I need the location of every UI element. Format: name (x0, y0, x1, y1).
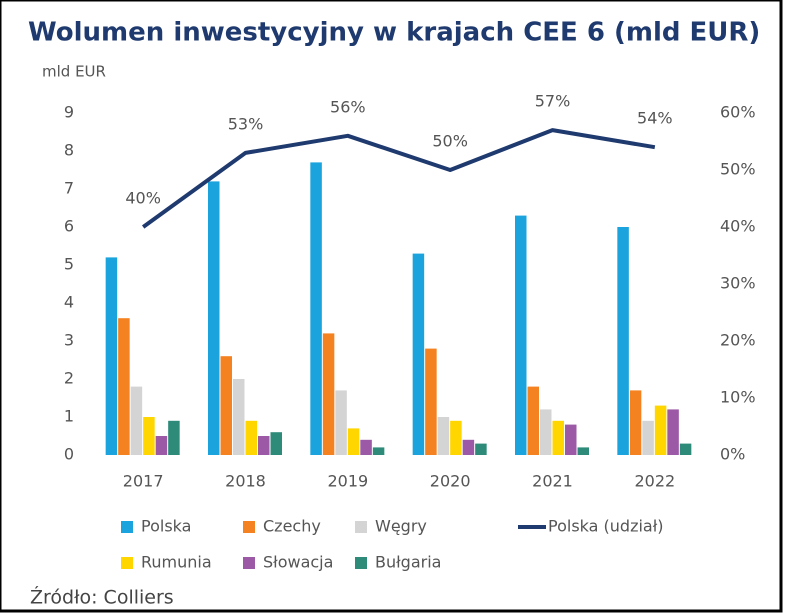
bar (437, 417, 450, 455)
legend-label: Słowacja (263, 553, 333, 572)
bar (360, 439, 372, 455)
bar (118, 318, 130, 455)
y-tick-label: 6 (64, 217, 74, 236)
bar (130, 386, 143, 455)
data-label: 53% (228, 114, 264, 133)
bar (105, 257, 118, 455)
x-tick-label: 2017 (123, 472, 164, 491)
data-label: 57% (535, 92, 571, 111)
y-tick-label: 4 (64, 293, 74, 312)
x-tick-label: 2020 (430, 472, 471, 491)
x-tick-label: 2022 (634, 472, 675, 491)
bar (258, 436, 270, 455)
x-tick-label: 2019 (327, 472, 368, 491)
bar (527, 386, 539, 455)
y-tick-label: 7 (64, 179, 74, 198)
bar (372, 447, 385, 455)
bar (540, 409, 552, 455)
bar (450, 420, 462, 455)
source: Źródło: Colliers (30, 586, 174, 609)
bar (220, 356, 232, 455)
legend-label: Bułgaria (375, 553, 441, 572)
y-tick-label: 8 (64, 141, 74, 160)
bar (667, 409, 679, 455)
bar (168, 420, 180, 455)
legend-swatch (121, 521, 133, 533)
legend-swatch (243, 557, 255, 569)
y2-tick-label: 20% (720, 331, 756, 350)
bar (654, 405, 667, 455)
bar (642, 420, 654, 455)
legend-label: Rumunia (141, 553, 212, 572)
bar (425, 348, 437, 455)
y2-tick-label: 60% (720, 103, 756, 122)
bar (679, 443, 692, 455)
legend-swatch (355, 557, 367, 569)
y-tick-label: 0 (64, 445, 74, 464)
y2-tick-label: 40% (720, 217, 756, 236)
x-tick-label: 2021 (532, 472, 573, 491)
bar (233, 379, 245, 455)
legend-swatch (355, 521, 367, 533)
y-axis-label: mld EUR (42, 63, 106, 81)
bar (617, 227, 629, 455)
y-tick-label: 9 (64, 103, 74, 122)
data-label: 50% (432, 132, 468, 151)
legend-swatch (243, 521, 255, 533)
y2-tick-label: 50% (720, 160, 756, 179)
y-tick-label: 5 (64, 255, 74, 274)
bar (552, 420, 564, 455)
y-tick-label: 3 (64, 331, 74, 350)
y2-tick-label: 30% (720, 274, 756, 293)
data-label: 40% (125, 189, 161, 208)
legend-label: Polska (141, 517, 191, 536)
data-label: 56% (330, 97, 366, 116)
y-tick-label: 1 (64, 407, 74, 426)
y2-tick-label: 0% (720, 445, 745, 464)
bar (143, 417, 155, 455)
legend-label: Czechy (263, 517, 321, 536)
data-label: 54% (637, 109, 673, 128)
bar (515, 215, 527, 455)
bar (208, 181, 220, 455)
bar (412, 253, 425, 455)
y2-tick-label: 10% (720, 388, 756, 407)
bar (347, 428, 360, 455)
bar (475, 443, 487, 455)
y-tick-label: 2 (64, 369, 74, 388)
x-tick-label: 2018 (225, 472, 266, 491)
bar (565, 424, 577, 455)
bar (462, 439, 475, 455)
bar (629, 390, 642, 455)
bar (270, 432, 282, 455)
bar (322, 333, 335, 455)
bar (310, 162, 322, 455)
line (141, 128, 656, 229)
legend-swatch (121, 557, 133, 569)
chart-title: Wolumen inwestycyjny w krajach CEE 6 (ml… (28, 18, 760, 48)
legend-label: Polska (udział) (548, 517, 664, 536)
bar (577, 447, 589, 455)
bar (245, 420, 257, 455)
bar (155, 436, 168, 455)
legend-label: Węgry (375, 517, 427, 536)
bar (335, 390, 347, 455)
